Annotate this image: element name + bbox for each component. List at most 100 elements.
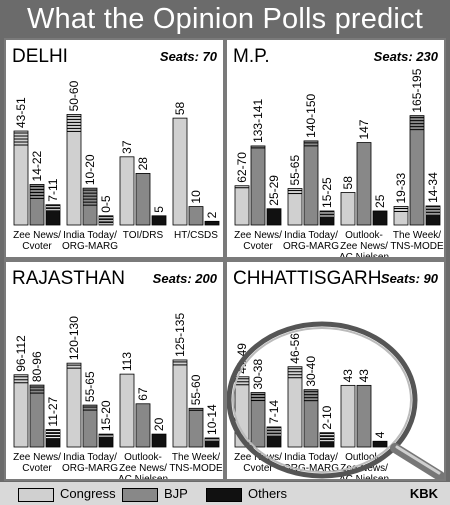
bar-value-label: 2 [205,211,219,218]
bar-value-label: 165-195 [410,68,424,112]
bar-value-label: 14-34 [426,172,440,203]
poll-group: 50-60 10-200-5 India Today/ORG-MARG [62,80,118,252]
bar-value-label: 140-150 [304,94,318,138]
bar-value-label: 50-60 [67,80,81,111]
range-band-others [99,217,113,225]
bar-congress [172,117,188,226]
range-band-bjp [30,185,44,199]
range-band-bjp [251,394,265,402]
range-band-others [46,206,60,211]
bar-bjp [188,206,204,226]
bar-value-label: 43 [357,369,371,383]
bar-bjp [82,187,98,226]
bar-bjp [250,392,266,448]
bar-bjp [82,404,98,448]
state-title: CHHATTISGARH [233,268,381,289]
seats-label: Seats: 230 [374,49,439,64]
bar-congress [393,206,409,226]
bar-congress [234,185,250,226]
bar-value-label: 120-130 [67,316,81,360]
range-band-congress [14,132,28,146]
bar-value-label: 62-70 [235,152,249,183]
panel-rajasthan: RAJASTHAN Seats: 200 96-112 80-96 11-27 Zee N… [6,262,223,479]
panel-grid: DELHI Seats: 70 43-51 14-22 7-11 Zee News/Cvo… [4,38,446,481]
state-title: M.P. [233,46,270,67]
poll-label: India Today/ [63,230,117,241]
bar-others [204,437,220,448]
range-band-bjp [410,117,424,131]
bar-bjp [188,407,204,448]
poll-label: HT/CSDS [174,230,218,241]
bar-value-label: 15-25 [320,177,334,208]
poll-label: TNS-MODE [390,241,444,252]
bar-value-label: 43-51 [14,97,28,128]
legend-swatch-bjp [122,488,158,502]
legend-label-bjp: BJP [164,486,188,501]
poll-label: Zee News/ [13,452,61,463]
range-band-congress [67,115,81,132]
range-band-bjp [83,189,97,206]
range-band-congress [173,361,187,366]
poll-label: ORG-MARG [62,463,118,474]
bar-congress [66,362,82,448]
range-band-bjp [304,142,318,147]
seats-label: Seats: 200 [153,271,218,286]
poll-label: Zee News/ [119,463,167,474]
bar-bjp [250,145,266,226]
bar-congress [340,192,356,226]
bar-value-label: 5 [152,206,166,213]
bar-value-label: 25 [373,194,387,208]
bar-bjp [409,115,425,226]
range-band-congress [288,190,302,195]
bar-value-label: 55-65 [288,155,302,186]
poll-label: The Week/ [172,452,220,463]
bar-others [425,205,441,226]
poll-label: Outlook- [345,452,383,463]
poll-group: 55-65 140-150 15-25 India Today/ORG-MARG [283,94,339,252]
bar-others [45,429,61,448]
bar-value-label: 0-5 [99,195,113,213]
poll-group: 19-33 165-195 14-34 The Week/TNS-MODE [390,68,444,252]
bar-value-label: 67 [136,387,150,401]
bar-congress [119,156,135,226]
range-band-others [426,207,440,215]
bar-value-label: 19-33 [394,172,408,203]
bar-bjp [135,403,151,448]
bar-value-label: 30-40 [304,356,318,387]
bar-congress [13,374,29,448]
range-band-others [46,431,60,439]
range-band-congress [67,364,81,369]
poll-label: Cvoter [243,463,273,474]
panel-chhattisgarh: CHHATTISGARH Seats: 90 41-49 30-38 7-14 Zee N… [227,262,444,479]
bar-value-label: 10-20 [83,154,97,185]
bar-value-label: 25-29 [267,175,281,206]
bar-congress [287,188,303,226]
poll-group: 58 102 HT/CSDS [172,101,220,241]
legend: Congress BJP Others [0,482,450,505]
bar-value-label: 14-22 [30,150,44,181]
bar-value-label: 133-141 [251,99,265,143]
legend-label-congress: Congress [60,486,116,501]
bar-value-label: 125-135 [173,313,187,357]
bar-value-label: 7-14 [267,400,281,424]
bar-others [372,210,388,226]
poll-label: Outlook- [124,452,162,463]
poll-label: The Week/ [393,230,441,241]
poll-label: India Today/ [284,230,338,241]
range-band-congress [394,207,408,212]
range-band-others [320,434,334,442]
bar-value-label: 113 [120,352,134,371]
poll-group: 113 67 20 Outlook-Zee News/AC Nielsen [118,352,168,479]
poll-group: 58 147 25 Outlook-Zee News/AC Nielsen [339,119,389,257]
range-band-congress [14,376,28,384]
panel-delhi: DELHI Seats: 70 43-51 14-22 7-11 Zee News/Cvo… [6,40,223,257]
bar-bjp [356,384,372,448]
